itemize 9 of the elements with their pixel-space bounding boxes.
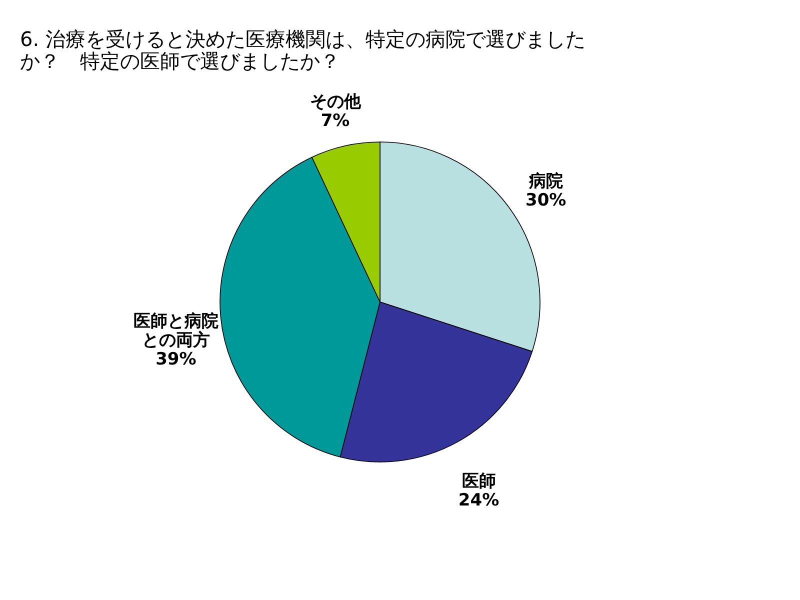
slice-label: 病院 bbox=[528, 172, 563, 192]
slice-label: 医師と病院との両方 bbox=[133, 311, 218, 350]
slice-label: 医師 bbox=[462, 472, 496, 492]
data-label: 30% bbox=[525, 190, 566, 211]
chart-title: 6. 治療を受けると決めた医療機関は、特定の病院で選びましたか？ 特定の医師で選びましたか？ bbox=[20, 27, 586, 73]
data-label: 24% bbox=[458, 490, 500, 511]
slice-label: その他 bbox=[310, 92, 362, 112]
data-label: 39% bbox=[156, 349, 196, 370]
data-label: 7% bbox=[320, 110, 350, 131]
